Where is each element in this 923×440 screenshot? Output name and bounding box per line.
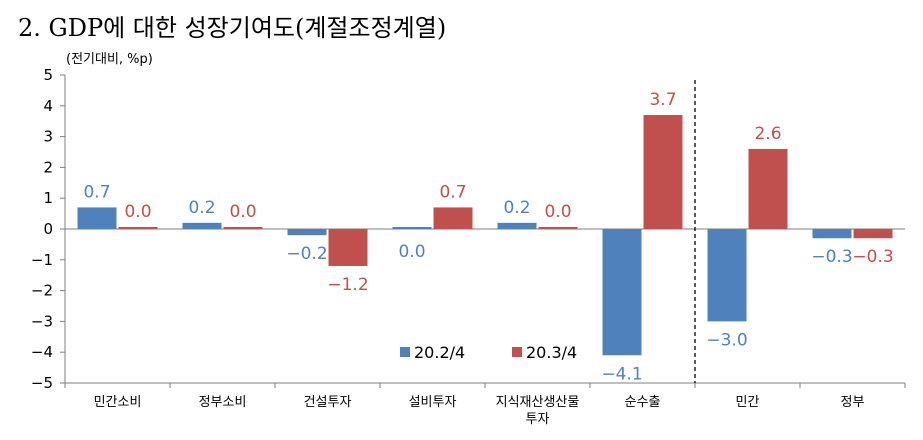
bar: [77, 207, 117, 229]
legend-label: 20.3/4: [526, 343, 577, 362]
x-category-label: 지식재산생산물: [496, 395, 580, 410]
bar: [118, 227, 158, 229]
bar: [602, 229, 642, 356]
chart-title: 2. GDP에 대한 성장기여도(계절조정계열): [18, 14, 447, 42]
bar: [223, 227, 263, 229]
y-tick-label: 5: [43, 66, 53, 84]
legend-swatch: [400, 347, 410, 357]
data-label: −1.2: [327, 275, 368, 295]
y-tick-label: 3: [43, 128, 53, 146]
x-category-label: 정부소비: [199, 395, 247, 410]
y-axis-unit: (전기대비, %p): [66, 52, 153, 67]
bar: [707, 229, 747, 322]
data-label: −0.2: [286, 244, 327, 264]
data-label: 2.6: [754, 124, 781, 144]
bar: [182, 222, 222, 229]
data-label: −4.1: [601, 364, 642, 384]
legend-label: 20.2/4: [414, 343, 465, 362]
y-tick-label: 1: [43, 189, 53, 207]
x-category-label: 설비투자: [409, 395, 457, 410]
y-tick-label: −5: [31, 374, 53, 392]
y-tick-label: −3: [31, 312, 53, 330]
x-category-label: 민간: [736, 395, 760, 410]
bar: [643, 115, 683, 229]
data-label: 0.0: [229, 202, 256, 222]
bar: [812, 229, 852, 239]
legend-swatch: [512, 347, 522, 357]
bar: [748, 148, 788, 229]
bar: [287, 229, 327, 236]
data-label: 0.2: [503, 198, 530, 218]
bar: [328, 229, 368, 266]
y-tick-label: −2: [31, 282, 53, 300]
data-label: 0.0: [544, 202, 571, 222]
x-category-label: 투자: [526, 412, 550, 427]
y-tick-label: 0: [43, 220, 53, 238]
x-category-label: 정부: [841, 395, 865, 410]
x-category-label: 민간소비: [94, 395, 142, 410]
data-label: 3.7: [649, 90, 676, 110]
y-tick-label: −1: [31, 251, 53, 269]
bar: [433, 207, 473, 229]
data-label: −3.0: [706, 330, 747, 350]
y-tick-label: −4: [31, 343, 53, 361]
bar: [853, 229, 893, 239]
data-label: 0.0: [124, 202, 151, 222]
x-category-label: 순수출: [625, 395, 661, 410]
data-label: 0.7: [83, 182, 110, 202]
data-label: −0.3: [811, 247, 852, 267]
data-label: 0.2: [188, 198, 215, 218]
x-category-label: 건설투자: [304, 395, 352, 410]
data-label: 0.7: [439, 182, 466, 202]
bar: [497, 222, 537, 229]
y-tick-label: 2: [43, 158, 53, 176]
data-label: 0.0: [398, 242, 425, 262]
y-tick-label: 4: [43, 97, 53, 115]
bar: [392, 227, 432, 229]
data-label: −0.3: [852, 247, 893, 267]
bar: [538, 227, 578, 229]
